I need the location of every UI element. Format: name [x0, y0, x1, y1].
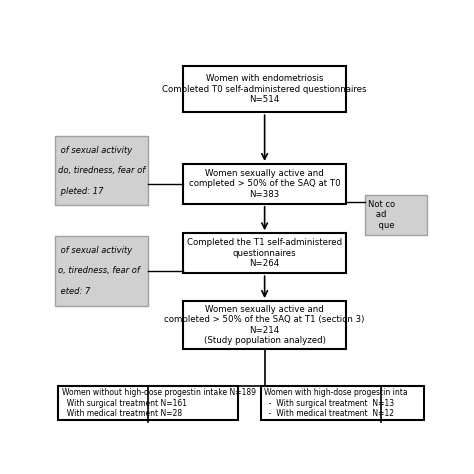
Text: of sexual activity

do, tiredness, fear of

 pleted: 17: of sexual activity do, tiredness, fear o… — [58, 146, 146, 196]
Text: of sexual activity

o, tiredness, fear of

 eted: 7: of sexual activity o, tiredness, fear of… — [58, 246, 140, 296]
FancyBboxPatch shape — [183, 66, 346, 112]
Text: Not co
   ad
    que: Not co ad que — [368, 200, 396, 229]
Text: Women sexually active and
completed > 50% of the SAQ at T1 (section 3)
N=214
(St: Women sexually active and completed > 50… — [164, 305, 365, 345]
FancyBboxPatch shape — [58, 386, 238, 420]
FancyBboxPatch shape — [183, 164, 346, 204]
FancyBboxPatch shape — [183, 233, 346, 273]
Text: Women with high-dose progestin inta
  -  With surgical treatment  N=13
  -  With: Women with high-dose progestin inta - Wi… — [264, 389, 408, 418]
FancyBboxPatch shape — [261, 386, 423, 420]
FancyBboxPatch shape — [183, 301, 346, 349]
Text: Women without high-dose progestin intake N=189
  With surgical treatment N=161
 : Women without high-dose progestin intake… — [62, 389, 255, 418]
FancyBboxPatch shape — [365, 195, 428, 235]
Text: Women sexually active and
completed > 50% of the SAQ at T0
N=383: Women sexually active and completed > 50… — [189, 169, 340, 199]
FancyBboxPatch shape — [55, 136, 148, 206]
Text: Completed the T1 self-administered
questionnaires
N=264: Completed the T1 self-administered quest… — [187, 238, 342, 268]
FancyBboxPatch shape — [55, 237, 148, 306]
Text: Women with endometriosis
Completed T0 self-administered questionnaires
N=514: Women with endometriosis Completed T0 se… — [163, 74, 367, 104]
